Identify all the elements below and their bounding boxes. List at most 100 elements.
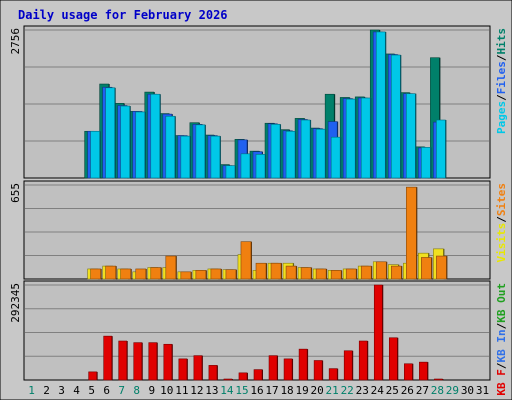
bar-sites-day-14 xyxy=(225,269,237,280)
bar-kb-f-day-5 xyxy=(88,371,97,381)
bar-sites-day-18 xyxy=(285,265,297,280)
bar-kb-f-day-27 xyxy=(419,361,428,381)
day-label-26: 26 xyxy=(401,384,414,397)
bar-sites-day-21 xyxy=(330,270,342,280)
day-label-28: 28 xyxy=(431,384,444,397)
legend-entry: / xyxy=(495,322,508,329)
bar-pages-day-19 xyxy=(300,119,311,179)
day-label-3: 3 xyxy=(58,384,65,397)
day-label-14: 14 xyxy=(220,384,234,397)
bar-kb-f-day-15 xyxy=(238,372,248,381)
legend-entry: / xyxy=(495,362,508,369)
legend-bottom: KB F/KB In/KB Out xyxy=(495,283,508,396)
bar-sites-day-23 xyxy=(360,265,372,280)
panel-bottom: 292345 xyxy=(9,280,491,381)
bar-kb-f-day-11 xyxy=(178,358,188,381)
bar-kb-f-day-13 xyxy=(208,365,218,381)
day-label-1: 1 xyxy=(28,384,35,397)
bar-pages-day-13 xyxy=(210,135,221,179)
day-label-25: 25 xyxy=(386,384,399,397)
bar-pages-day-26 xyxy=(406,93,416,179)
bar-pages-day-27 xyxy=(421,147,431,179)
bar-pages-day-28 xyxy=(436,119,446,179)
bar-sites-day-27 xyxy=(421,257,432,280)
day-label-7: 7 xyxy=(118,384,125,397)
bar-kb-f-day-21 xyxy=(328,368,338,381)
day-label-22: 22 xyxy=(341,384,354,397)
legend-entry: Pages xyxy=(495,101,508,134)
day-label-21: 21 xyxy=(326,384,339,397)
day-label-27: 27 xyxy=(416,384,429,397)
bar-sites-day-17 xyxy=(270,262,282,280)
max-label-top: 2756 xyxy=(9,28,22,55)
bar-pages-day-12 xyxy=(195,124,206,179)
legend-entry: Hits xyxy=(495,28,508,55)
legend-entry: / xyxy=(495,94,508,101)
bar-pages-day-15 xyxy=(240,153,251,179)
bar-sites-day-13 xyxy=(210,268,222,280)
bar-kb-f-day-6 xyxy=(103,335,112,381)
day-label-13: 13 xyxy=(205,384,218,397)
day-label-16: 16 xyxy=(250,384,263,397)
day-label-17: 17 xyxy=(265,384,278,397)
bar-kb-f-day-25 xyxy=(388,337,398,381)
bar-pages-day-14 xyxy=(225,165,236,179)
bar-sites-day-12 xyxy=(195,270,207,280)
bar-kb-f-day-17 xyxy=(268,355,278,381)
bar-sites-day-24 xyxy=(375,261,387,280)
bar-pages-day-9 xyxy=(150,93,161,179)
day-label-31: 31 xyxy=(476,384,489,397)
day-label-18: 18 xyxy=(280,384,293,397)
bar-pages-day-22 xyxy=(345,98,356,179)
day-label-11: 11 xyxy=(175,384,188,397)
legend-middle: Visits/Sites xyxy=(495,183,508,263)
bar-kb-f-day-18 xyxy=(283,358,293,381)
legend-entry: Files xyxy=(495,61,508,94)
bar-sites-day-10 xyxy=(165,255,177,280)
chart-title: Daily usage for February 2026 xyxy=(18,8,228,22)
day-label-20: 20 xyxy=(311,384,324,397)
bar-kb-f-day-14 xyxy=(223,378,233,381)
bar-kb-f-day-16 xyxy=(253,369,263,381)
legend-entry: KB Out xyxy=(495,283,508,323)
bar-sites-day-16 xyxy=(255,262,267,280)
bar-sites-day-19 xyxy=(300,267,312,280)
day-label-12: 12 xyxy=(190,384,203,397)
bar-kb-f-day-28 xyxy=(434,378,443,381)
bar-pages-day-21 xyxy=(330,136,341,179)
bar-sites-day-22 xyxy=(345,268,357,280)
bar-pages-day-17 xyxy=(270,123,281,179)
bar-sites-day-8 xyxy=(135,268,147,280)
day-label-9: 9 xyxy=(148,384,155,397)
bar-sites-day-5 xyxy=(90,268,101,280)
legend-entry: KB F xyxy=(495,369,508,396)
bar-pages-day-18 xyxy=(285,130,296,179)
bar-pages-day-6 xyxy=(105,87,115,179)
bar-sites-day-6 xyxy=(105,265,116,280)
bar-pages-day-8 xyxy=(135,111,146,179)
bar-sites-day-7 xyxy=(120,268,132,280)
legend-entry: Sites xyxy=(495,183,508,216)
day-label-10: 10 xyxy=(160,384,173,397)
bar-pages-day-23 xyxy=(360,97,371,179)
day-label-15: 15 xyxy=(235,384,248,397)
bar-sites-day-15 xyxy=(240,241,252,280)
day-label-23: 23 xyxy=(356,384,369,397)
bar-kb-f-day-7 xyxy=(118,340,128,381)
bar-pages-day-16 xyxy=(255,154,266,179)
bar-sites-day-20 xyxy=(315,268,327,280)
bar-pages-day-5 xyxy=(90,130,100,179)
bar-kb-f-day-22 xyxy=(343,350,353,381)
bar-kb-f-day-8 xyxy=(133,342,143,381)
panel-top: 2756 xyxy=(9,25,491,179)
legend-entry: Visits xyxy=(495,223,508,263)
legend-top: Pages/Files/Hits xyxy=(495,28,508,134)
legend-entry: / xyxy=(495,54,508,61)
bar-kb-f-day-9 xyxy=(148,342,158,381)
bar-pages-day-7 xyxy=(120,105,131,179)
day-label-6: 6 xyxy=(103,384,110,397)
day-label-5: 5 xyxy=(88,384,95,397)
bar-pages-day-20 xyxy=(315,128,326,179)
bar-kb-f-day-23 xyxy=(358,340,368,381)
